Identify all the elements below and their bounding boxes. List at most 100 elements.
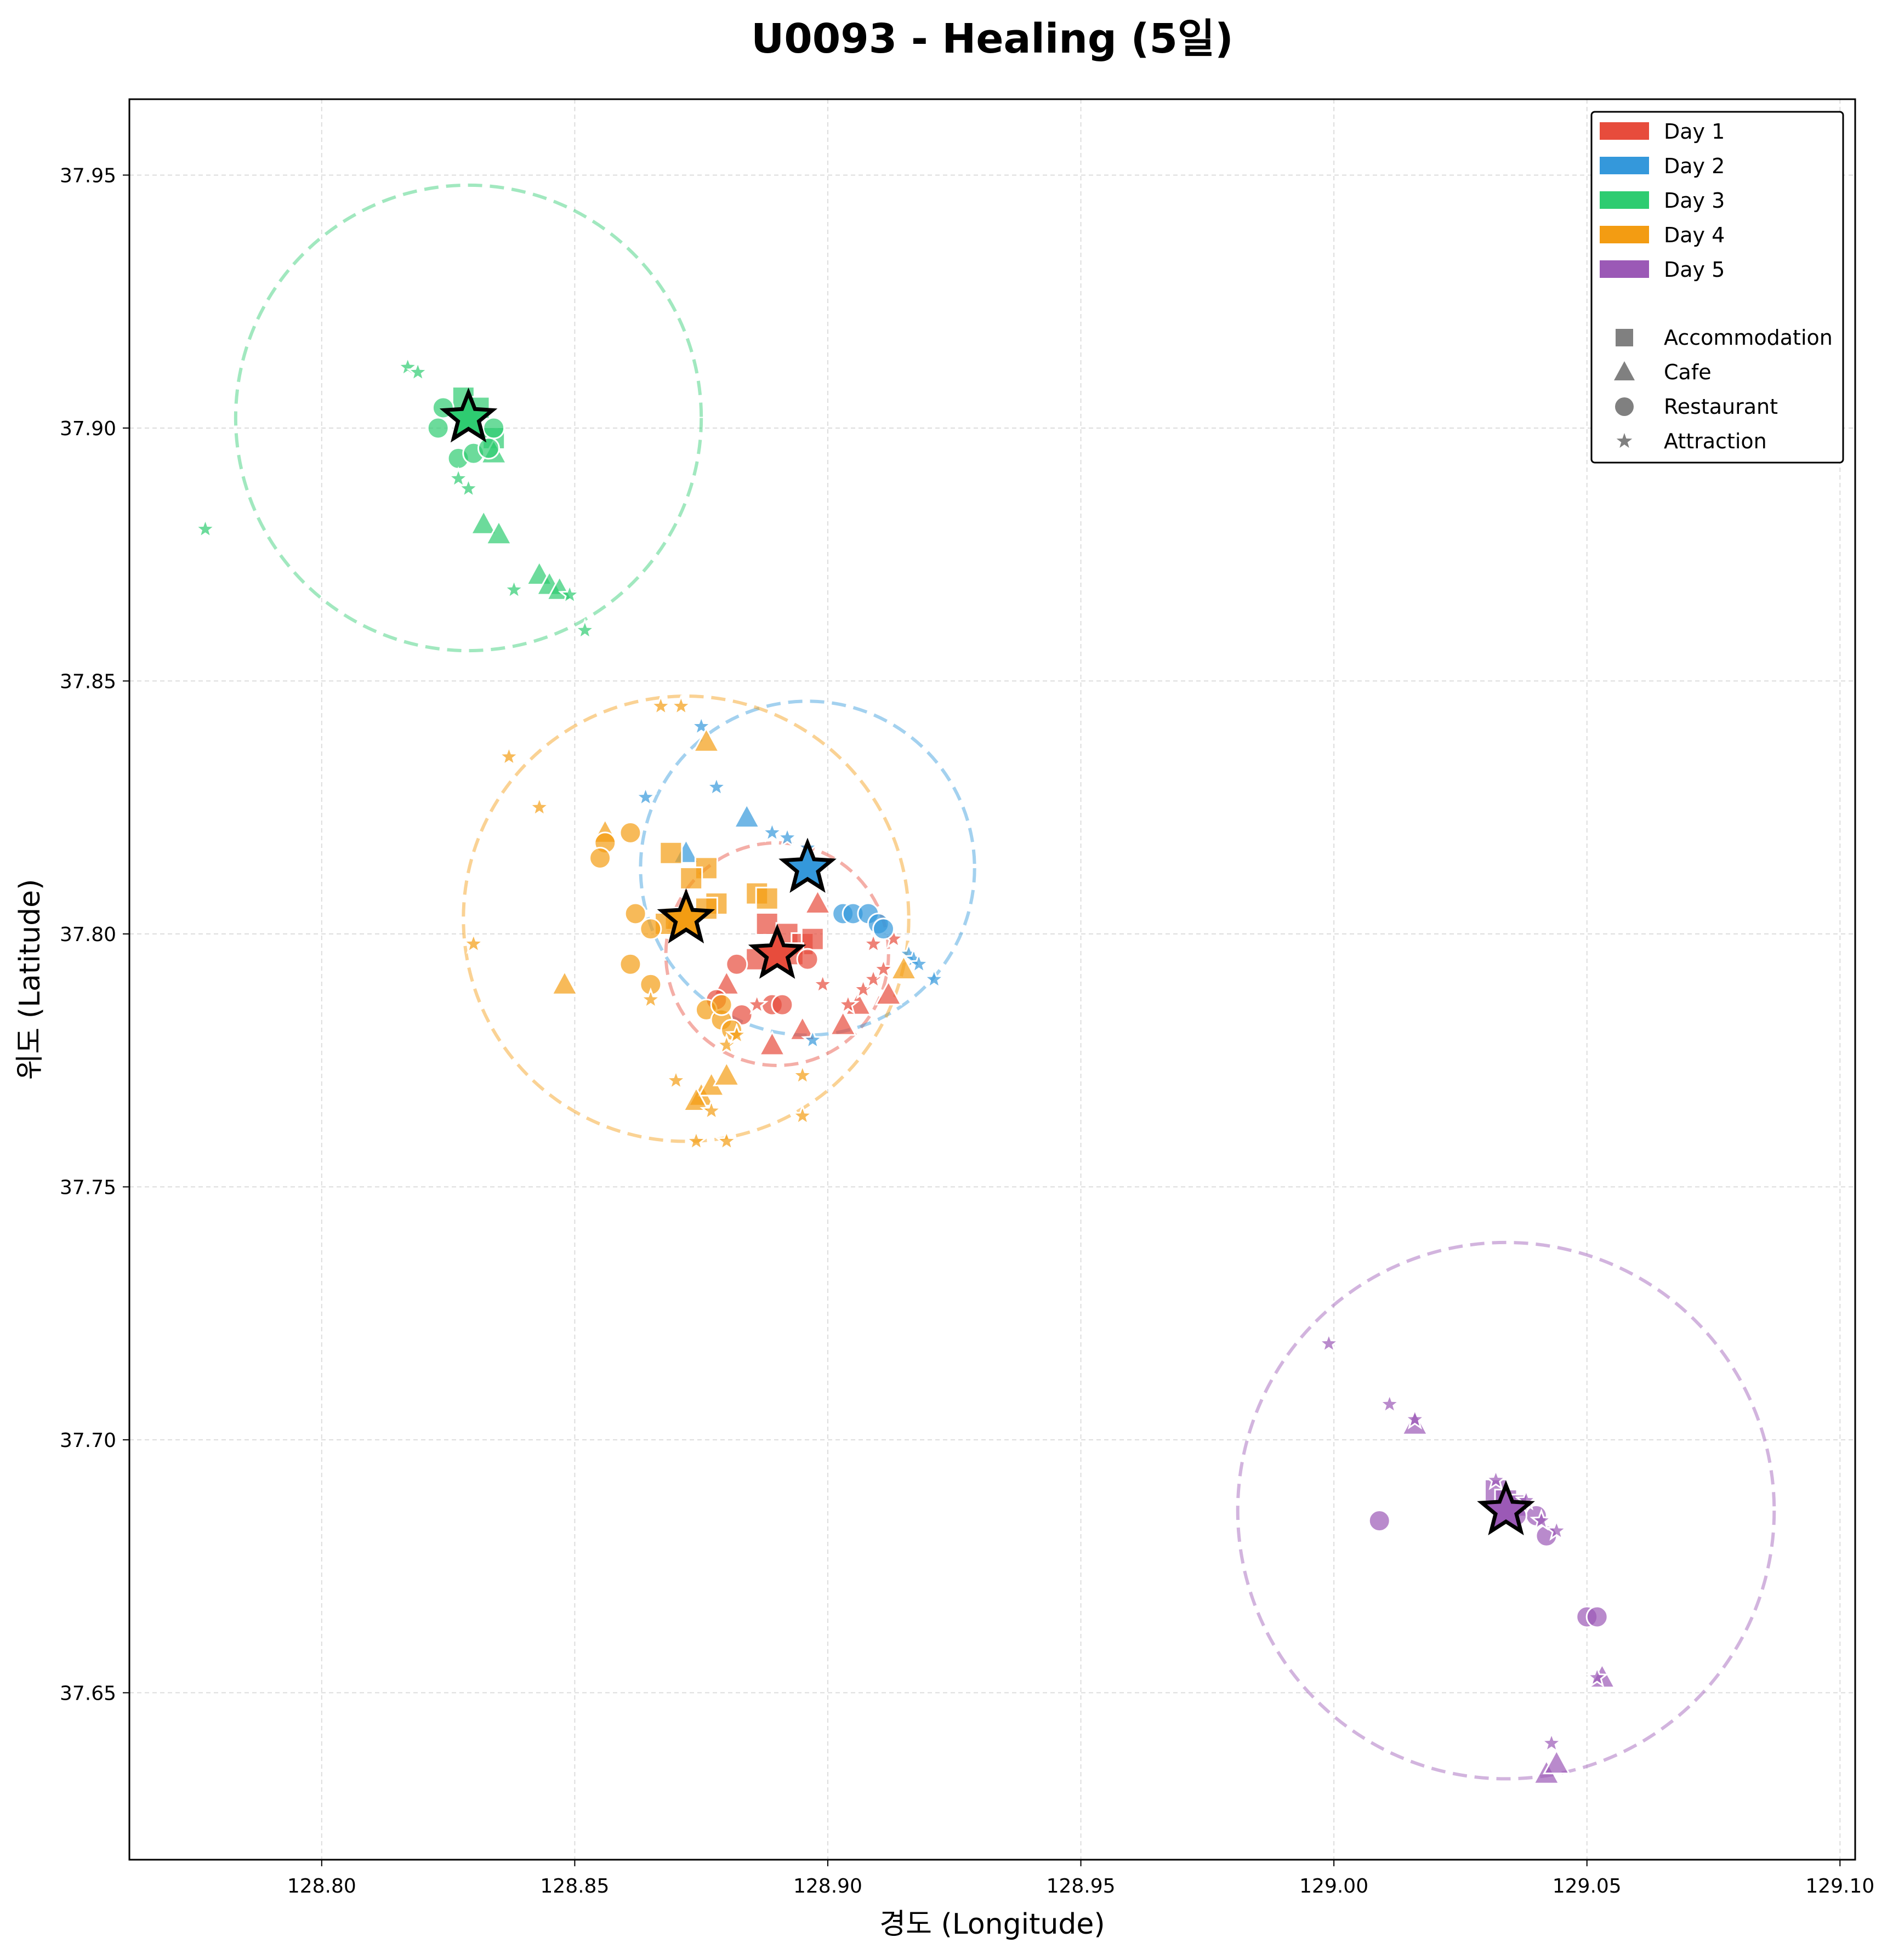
restaurant-point — [624, 902, 647, 925]
cafe-point — [788, 1015, 817, 1041]
day-center-star — [748, 924, 806, 979]
attraction-point — [649, 694, 673, 716]
y-tick-label: 37.80 — [60, 924, 116, 946]
attraction-point — [669, 694, 693, 716]
attraction-point — [1539, 1731, 1564, 1753]
restaurant-point — [771, 993, 794, 1016]
y-tick-label: 37.95 — [60, 164, 116, 187]
attraction-point — [634, 785, 657, 807]
x-tick-label: 129.10 — [1805, 1875, 1874, 1898]
restaurant-point — [725, 953, 748, 976]
day-center-star — [1477, 1480, 1535, 1536]
x-tick-label: 128.90 — [793, 1875, 862, 1898]
attraction-point — [1545, 1518, 1568, 1541]
restaurant-point — [589, 846, 612, 869]
attraction-point — [1317, 1331, 1341, 1354]
radius-circle — [462, 694, 911, 1143]
restaurant-point — [1368, 1509, 1391, 1532]
attraction-point — [1530, 1508, 1553, 1531]
attraction-point — [1585, 1665, 1609, 1688]
restaurant-point — [796, 948, 819, 971]
cafe-point — [682, 1086, 710, 1112]
cafe-point — [758, 1030, 786, 1056]
legend-entry: Restaurant — [1664, 395, 1778, 419]
legend-entry: Day 5 — [1664, 258, 1725, 282]
accommodation-point — [679, 866, 703, 890]
day-center-star — [778, 837, 837, 893]
attraction-point — [704, 774, 729, 797]
attraction-point — [684, 1129, 708, 1152]
legend-entry: Day 2 — [1664, 154, 1725, 178]
grid-layer — [129, 99, 1855, 1860]
attraction-point — [791, 1063, 815, 1086]
attraction-point — [1484, 1468, 1508, 1490]
attraction-point — [446, 466, 470, 489]
x-tick-label: 128.95 — [1047, 1875, 1116, 1898]
attraction-point — [690, 714, 713, 737]
attraction-point — [700, 1098, 723, 1121]
restaurant-point — [639, 918, 662, 941]
attraction-point — [745, 992, 769, 1015]
legend-swatch — [1600, 191, 1649, 209]
legend-swatch — [1600, 226, 1649, 243]
attraction-point — [502, 577, 526, 600]
attraction-point — [811, 972, 835, 995]
cafe-point — [829, 1010, 857, 1036]
restaurant-point — [482, 417, 505, 440]
attraction-point — [497, 744, 521, 767]
attraction-point — [922, 967, 946, 990]
chart-title: U0093 - Healing (5일) — [751, 15, 1233, 62]
attraction-point — [791, 1103, 815, 1126]
cafe-point — [804, 888, 832, 915]
legend-square-icon — [1616, 329, 1633, 346]
legend-entry: Accommodation — [1664, 326, 1833, 350]
y-tick-label: 37.70 — [60, 1429, 116, 1452]
day-radius-circles — [234, 183, 1776, 1781]
plot-frame — [128, 98, 1856, 1861]
legend-box — [1590, 111, 1844, 464]
legend: Day 1 Day 2 Day 3 Day 4 Day 5 Accommodation Ca… — [1590, 111, 1844, 464]
attraction-point — [664, 1068, 688, 1091]
legend-star-icon — [1616, 433, 1633, 448]
x-tick-label: 129.00 — [1299, 1875, 1368, 1898]
y-tick-label: 37.75 — [60, 1176, 116, 1199]
legend-entry: Cafe — [1664, 360, 1712, 384]
restaurant-point — [427, 417, 450, 440]
restaurant-point — [619, 821, 642, 844]
attraction-point — [462, 932, 486, 954]
restaurant-point — [1585, 1605, 1608, 1628]
restaurant-point — [872, 918, 895, 941]
legend-swatch — [1600, 157, 1649, 174]
attraction-point — [907, 951, 931, 975]
legend-swatch — [1600, 122, 1649, 140]
accommodation-point — [659, 841, 683, 865]
cafe-point — [713, 970, 741, 995]
attraction-point — [396, 355, 420, 378]
cafe-point — [469, 509, 498, 535]
y-tick-label: 37.85 — [60, 670, 116, 693]
radius-circle — [1236, 1240, 1776, 1781]
attraction-point — [836, 992, 860, 1015]
legend-entry: Attraction — [1664, 429, 1767, 453]
day-center-star — [439, 387, 498, 443]
attraction-point — [639, 987, 663, 1010]
attraction-point — [406, 360, 430, 383]
radius-circle — [664, 841, 890, 1067]
legend-entry: Day 3 — [1664, 189, 1725, 213]
legend-triangle-icon — [1614, 361, 1635, 380]
cafe-point — [550, 970, 579, 995]
restaurant-point — [710, 993, 733, 1016]
attraction-point — [457, 476, 480, 499]
day-center-stars — [439, 387, 1535, 1536]
attraction-point — [775, 825, 799, 848]
y-axis-label: 위도 (Latitude) — [14, 879, 47, 1080]
cafe-point — [890, 954, 918, 981]
x-axis-label: 경도 (Longitude) — [879, 1908, 1105, 1941]
attraction-point — [715, 1129, 738, 1152]
restaurant-point — [477, 437, 500, 460]
data-points — [194, 355, 1616, 1785]
attraction-point — [861, 932, 885, 954]
attraction-point — [725, 1023, 749, 1045]
x-tick-label: 128.85 — [540, 1875, 609, 1898]
attraction-point — [558, 583, 582, 605]
